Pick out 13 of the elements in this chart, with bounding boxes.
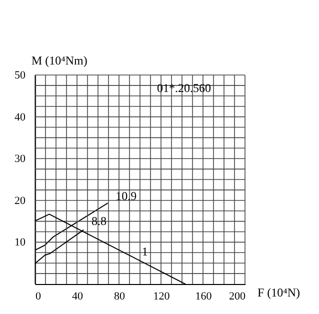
x-tick-label: 200 [229,290,246,302]
x-tick-label: 0 [36,290,42,302]
x-tick-label: 40 [72,290,84,302]
y-tick-label: 50 [14,70,26,82]
x-tick-label: 160 [195,290,212,302]
y-tick-label: 10 [14,236,26,249]
y-axis-title: M (10⁴Nm) [32,54,88,68]
y-tick-label: 20 [14,194,26,207]
x-axis-title: F (10⁴N) [258,286,300,300]
x-tick-label: 120 [153,290,170,302]
x-tick-label: 80 [114,290,126,302]
y-tick-label: 40 [14,111,26,124]
y-tick-label: 30 [14,153,26,166]
